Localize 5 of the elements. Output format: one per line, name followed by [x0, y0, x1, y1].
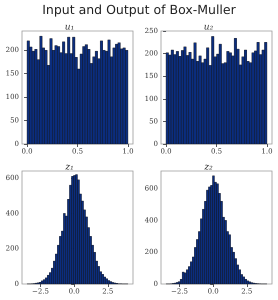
chart-title: u₁ — [64, 22, 74, 32]
text: Input and Output of Box-Muller — [41, 2, 237, 17]
chart-title: z₁ — [64, 162, 74, 172]
chart-title: u₂ — [204, 22, 214, 32]
chart-title: z₂ — [203, 162, 214, 172]
